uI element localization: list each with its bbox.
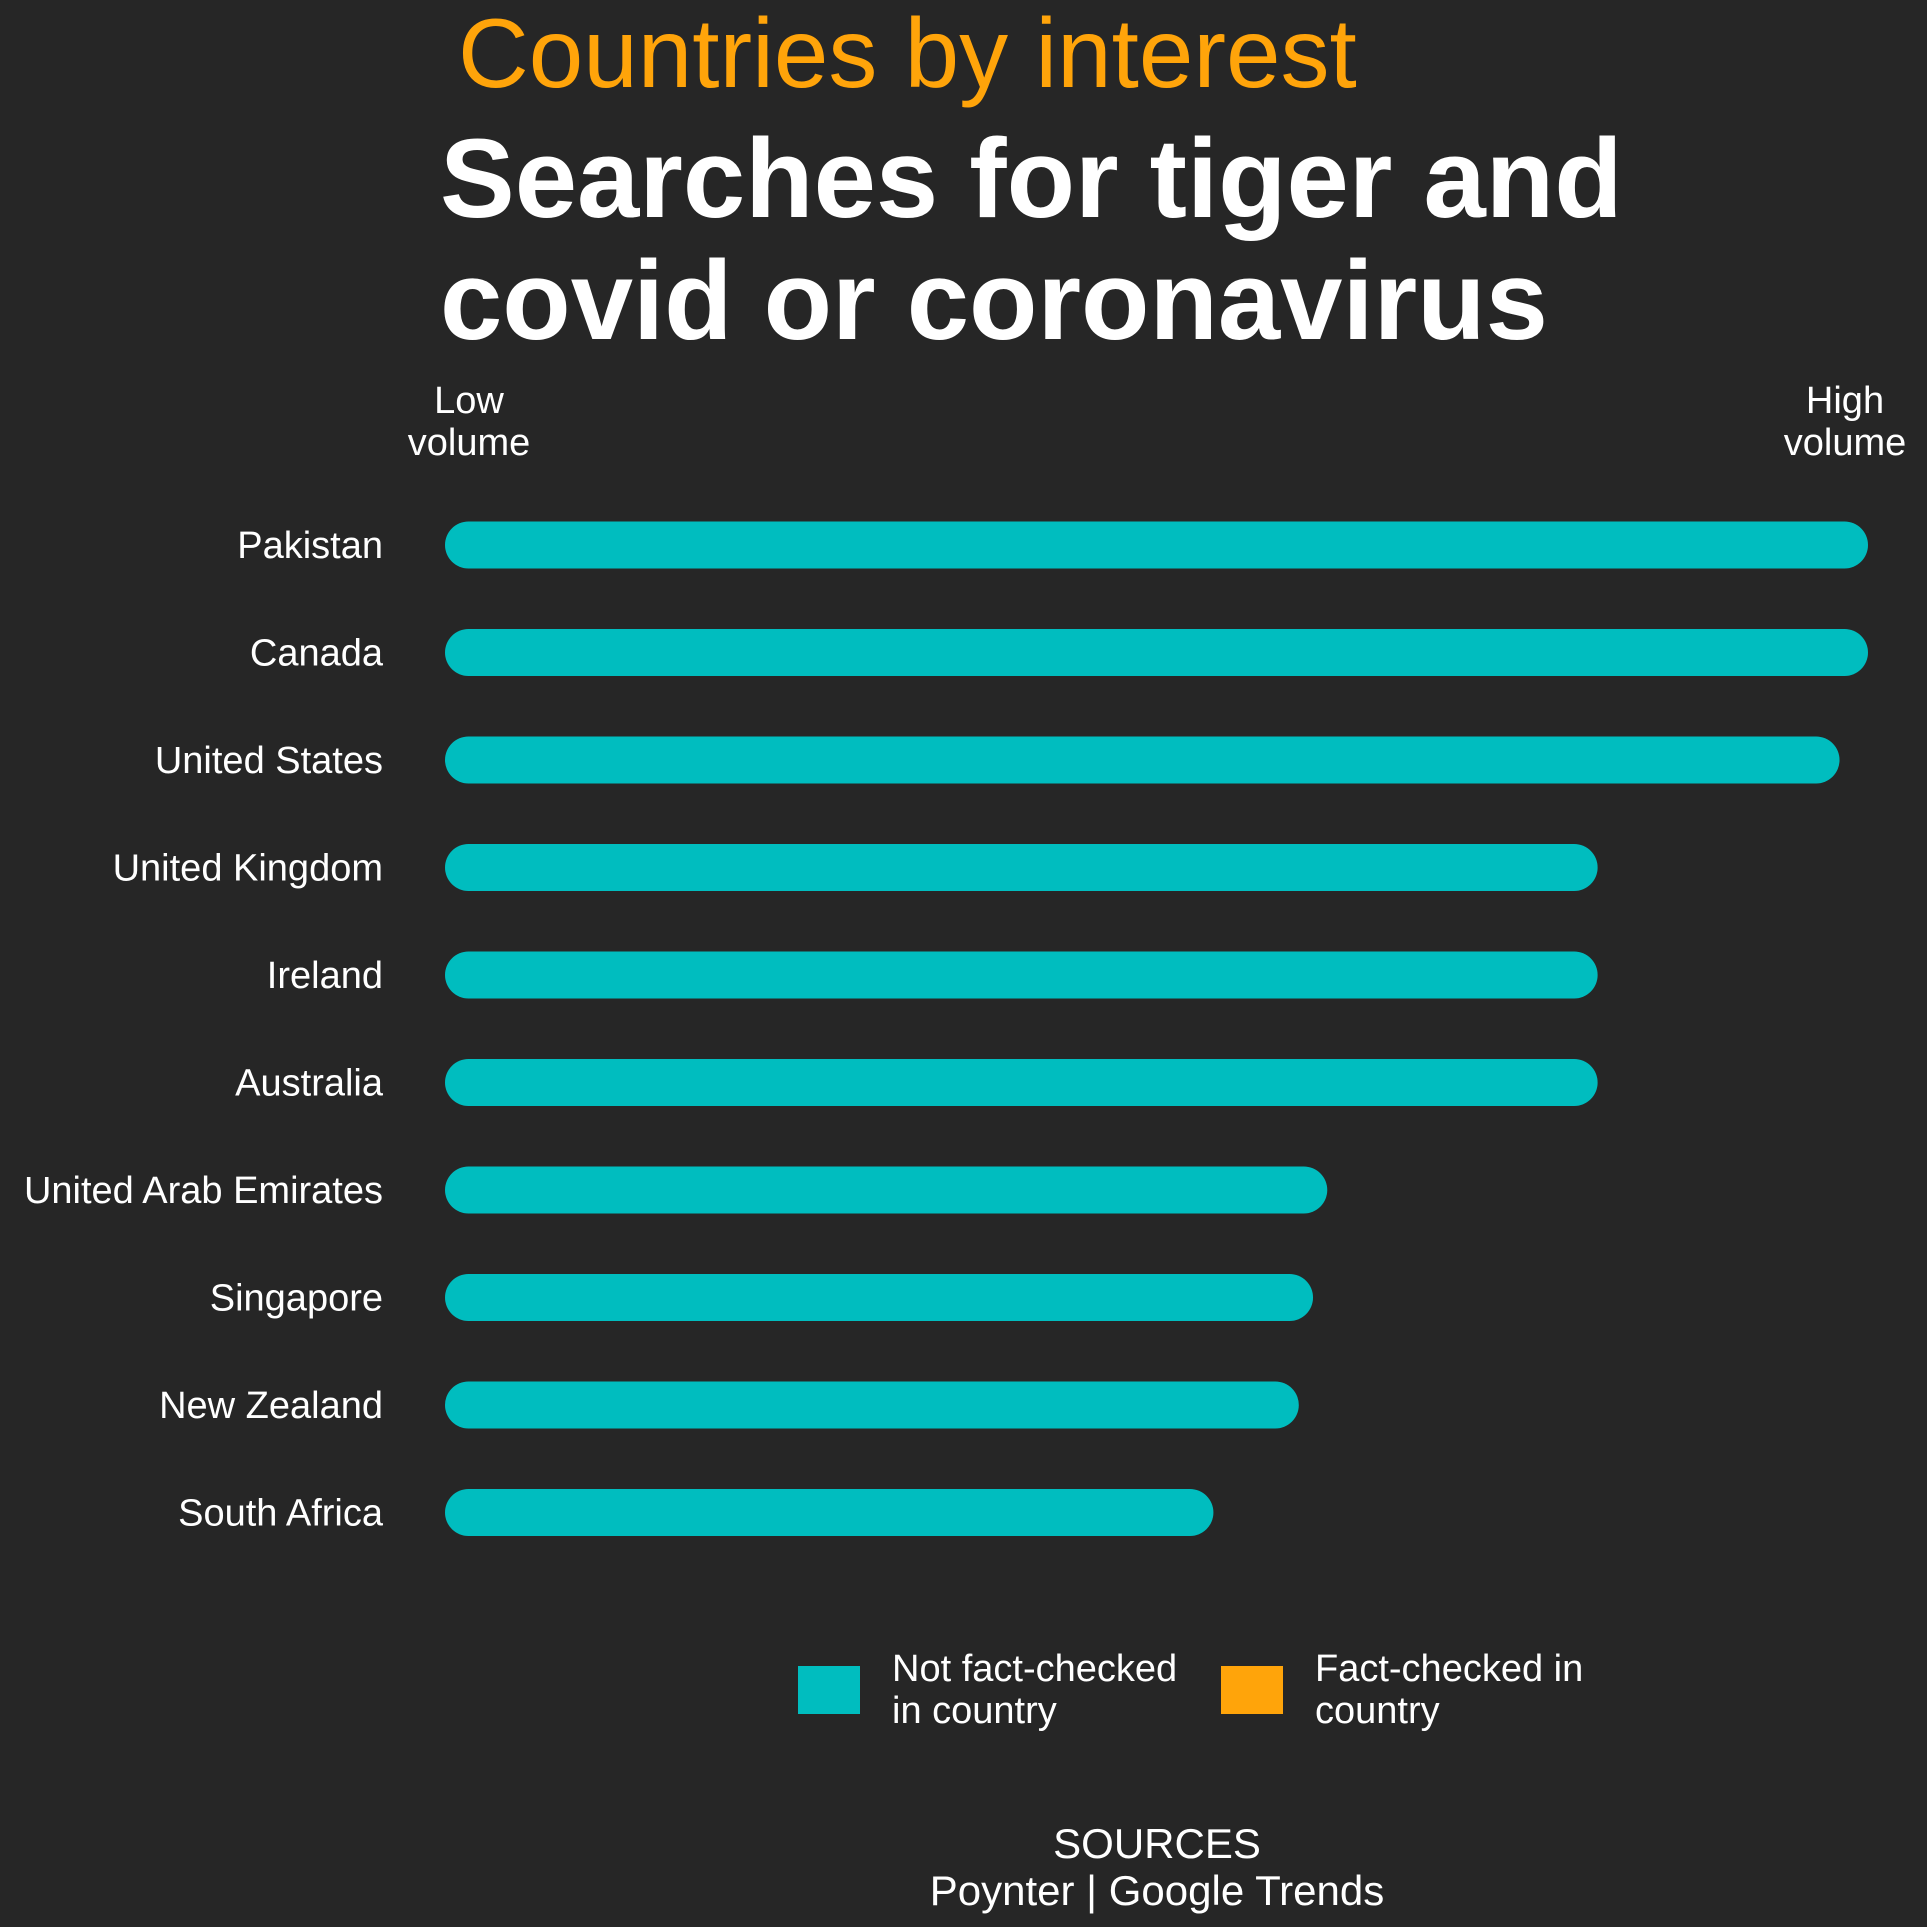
axis-high-label: High volume	[1783, 380, 1907, 464]
bar-australia	[445, 1059, 1598, 1106]
bar-new-zealand	[445, 1381, 1299, 1429]
category-label-ireland: Ireland	[267, 955, 383, 997]
chart-title: Searches for tiger and covid or coronavi…	[440, 116, 1623, 363]
category-label-singapore: Singapore	[210, 1278, 383, 1320]
sources-heading: SOURCES	[1053, 1820, 1261, 1867]
bar-pakistan	[445, 521, 1868, 569]
legend-item-not-fact-checked: Not fact-checked in country	[798, 1648, 1192, 1732]
category-label-australia: Australia	[235, 1063, 384, 1105]
bar-singapore	[445, 1274, 1314, 1321]
legend-label-fact-checked: Fact-checked in country	[1315, 1648, 1584, 1732]
bar-united-kingdom	[445, 844, 1598, 891]
category-label-pakistan: Pakistan	[237, 525, 383, 567]
chart-kicker: Countries by interest	[458, 0, 1357, 108]
bar-ireland	[445, 951, 1598, 999]
category-label-united-kingdom: United Kingdom	[113, 848, 383, 890]
legend-swatch-fact-checked	[1221, 1666, 1283, 1714]
axis-low-label: Low volume	[407, 380, 531, 464]
bar-united-arab-emirates	[445, 1166, 1328, 1214]
category-label-south-africa: South Africa	[178, 1493, 384, 1535]
bar-canada	[445, 629, 1868, 676]
legend-swatch-not-fact-checked	[798, 1666, 860, 1714]
category-label-canada: Canada	[250, 633, 384, 675]
bar-united-states	[445, 736, 1840, 784]
category-label-united-states: United States	[155, 740, 383, 782]
category-label-united-arab-emirates: United Arab Emirates	[24, 1170, 383, 1212]
sources: SOURCES Poynter | Google Trends	[857, 1820, 1457, 1914]
bar-chart: Pakistan Canada United States United Kingdo…	[24, 521, 1868, 1536]
category-label-new-zealand: New Zealand	[159, 1385, 383, 1427]
legend-item-fact-checked: Fact-checked in country	[1221, 1648, 1615, 1732]
legend-label-not-fact-checked: Not fact-checked in country	[892, 1648, 1178, 1732]
bar-south-africa	[445, 1489, 1214, 1536]
sources-text: Poynter | Google Trends	[929, 1867, 1385, 1914]
